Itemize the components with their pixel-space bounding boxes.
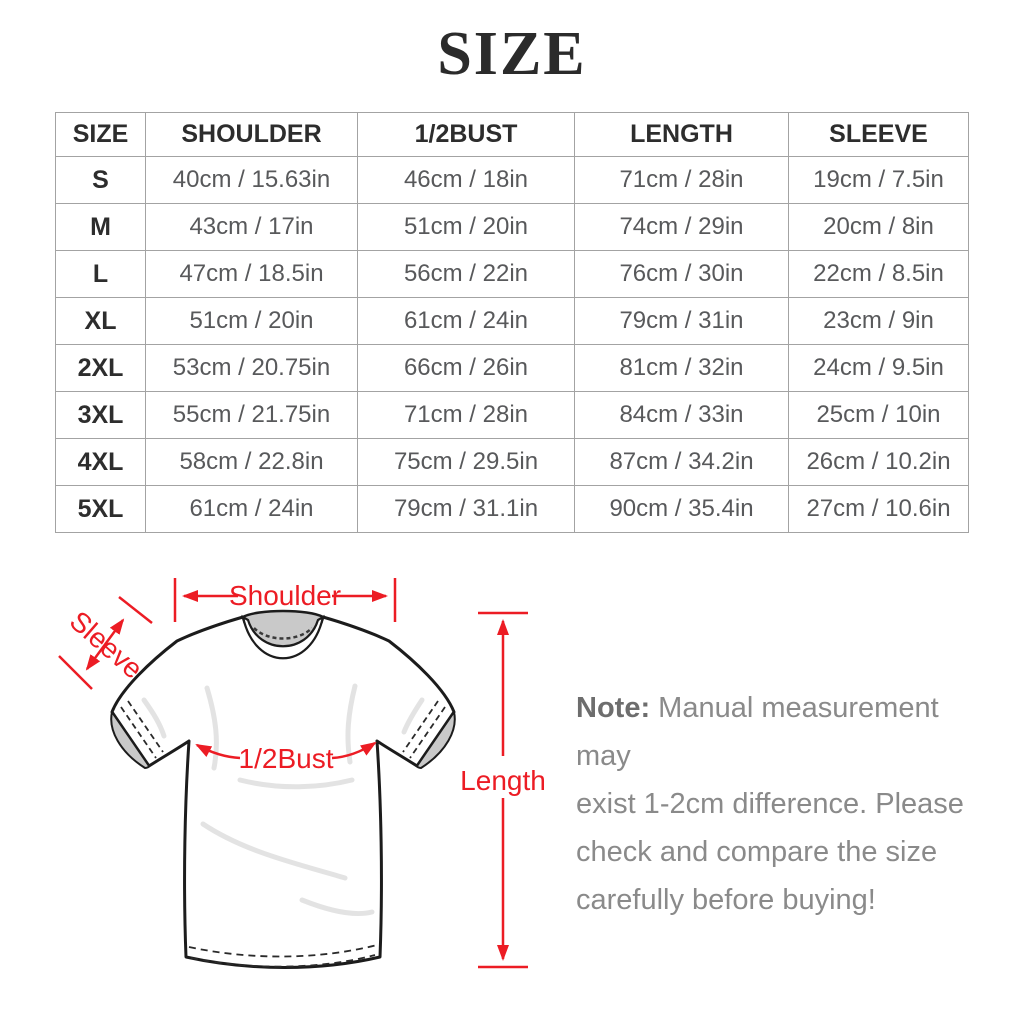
measurement-cell: 71cm / 28in — [574, 156, 789, 204]
collar-stitch — [253, 627, 313, 640]
sleeve-extension-bar-bottom — [58, 655, 93, 690]
cuff-stitches — [120, 700, 446, 759]
measurement-cell: 40cm / 15.63in — [145, 156, 358, 204]
measurement-cell: 75cm / 29.5in — [357, 438, 575, 486]
right-cuff-facing — [415, 709, 456, 770]
note-line: Note: Manual measurement may — [576, 684, 980, 780]
table-row: 2XL 53cm / 20.75in 66cm / 26in 81cm / 32… — [55, 344, 969, 392]
measurement-cell: 76cm / 30in — [574, 250, 789, 298]
measurement-cell: 23cm / 9in — [788, 297, 969, 345]
measurement-cell: 58cm / 22.8in — [145, 438, 358, 486]
column-header-bust: 1/2BUST — [357, 112, 575, 157]
size-label-cell: M — [55, 203, 146, 251]
note-line-text: Manual measurement may — [576, 692, 939, 772]
measurement-cell: 53cm / 20.75in — [145, 344, 358, 392]
sleeve-arrow — [85, 618, 125, 671]
size-label-cell: 4XL — [55, 438, 146, 486]
bust-dimension-label: 1/2Bust — [239, 743, 334, 774]
collar-band — [241, 614, 325, 660]
measurement-cell: 71cm / 28in — [357, 391, 575, 439]
measurement-cell: 25cm / 10in — [788, 391, 969, 439]
tshirt-outline — [110, 615, 456, 969]
note-text-block: Note: Manual measurement may exist 1-2cm… — [576, 684, 980, 924]
page-title: SIZE — [437, 20, 587, 88]
measurement-cell: 55cm / 21.75in — [145, 391, 358, 439]
table-row: 5XL 61cm / 24in 79cm / 31.1in 90cm / 35.… — [55, 485, 969, 533]
measurement-cell: 43cm / 17in — [145, 203, 358, 251]
bust-arrow-left — [195, 743, 241, 760]
note-line: carefully before buying! — [576, 884, 876, 916]
measurement-cell: 19cm / 7.5in — [788, 156, 969, 204]
measurement-cell: 79cm / 31.1in — [357, 485, 575, 533]
wrinkle-lines — [141, 683, 425, 916]
table-header-row: SIZE SHOULDER 1/2BUST LENGTH SLEEVE — [55, 112, 969, 157]
measurement-cell: 79cm / 31in — [574, 297, 789, 345]
measurement-cell: 90cm / 35.4in — [574, 485, 789, 533]
size-label-cell: 5XL — [55, 485, 146, 533]
measurement-cell: 47cm / 18.5in — [145, 250, 358, 298]
column-header-length: LENGTH — [574, 112, 789, 157]
measurement-cell: 74cm / 29in — [574, 203, 789, 251]
length-dimension-label: Length — [460, 765, 546, 796]
note-line: check and compare the size — [576, 836, 938, 868]
table-row: 4XL 58cm / 22.8in 75cm / 29.5in 87cm / 3… — [55, 438, 969, 486]
column-header-shoulder: SHOULDER — [145, 112, 358, 157]
table-row: L 47cm / 18.5in 56cm / 22in 76cm / 30in … — [55, 250, 969, 298]
column-header-size: SIZE — [55, 112, 146, 157]
size-label-cell: L — [55, 250, 146, 298]
measurement-cell: 56cm / 22in — [357, 250, 575, 298]
note-line: exist 1-2cm difference. Please — [576, 788, 964, 820]
size-chart-table: SIZE SHOULDER 1/2BUST LENGTH SLEEVE S 40… — [55, 112, 969, 533]
measurement-cell: 26cm / 10.2in — [788, 438, 969, 486]
size-label-cell: 3XL — [55, 391, 146, 439]
measurement-cell: 46cm / 18in — [357, 156, 575, 204]
size-label-cell: S — [55, 156, 146, 204]
measurement-cell: 84cm / 33in — [574, 391, 789, 439]
measurement-cell: 51cm / 20in — [145, 297, 358, 345]
note-label: Note: — [576, 692, 651, 724]
measurement-cell: 27cm / 10.6in — [788, 485, 969, 533]
table-row: XL 51cm / 20in 61cm / 24in 79cm / 31in 2… — [55, 297, 969, 345]
size-label-cell: XL — [55, 297, 146, 345]
table-row: S 40cm / 15.63in 46cm / 18in 71cm / 28in… — [55, 156, 969, 204]
table-row: 3XL 55cm / 21.75in 71cm / 28in 84cm / 33… — [55, 391, 969, 439]
tshirt-measurement-diagram: Shoulder Sleeve 1/2Bust Length — [58, 578, 546, 969]
size-label-cell: 2XL — [55, 344, 146, 392]
measurement-cell: 24cm / 9.5in — [788, 344, 969, 392]
measurement-cell: 66cm / 26in — [357, 344, 575, 392]
shoulder-dimension-label: Shoulder — [229, 580, 341, 611]
table-row: M 43cm / 17in 51cm / 20in 74cm / 29in 20… — [55, 203, 969, 251]
measurement-cell: 61cm / 24in — [357, 297, 575, 345]
column-header-sleeve: SLEEVE — [788, 112, 969, 157]
bust-arrow-right — [331, 741, 377, 760]
measurement-cell: 81cm / 32in — [574, 344, 789, 392]
tshirt-drawing — [110, 609, 456, 969]
measurement-cell: 20cm / 8in — [788, 203, 969, 251]
measurement-cell: 22cm / 8.5in — [788, 250, 969, 298]
measurement-cell: 87cm / 34.2in — [574, 438, 789, 486]
measurement-cell: 61cm / 24in — [145, 485, 358, 533]
sleeve-extension-bar-top — [118, 596, 153, 624]
left-cuff-facing — [110, 709, 151, 770]
measurement-cell: 51cm / 20in — [357, 203, 575, 251]
